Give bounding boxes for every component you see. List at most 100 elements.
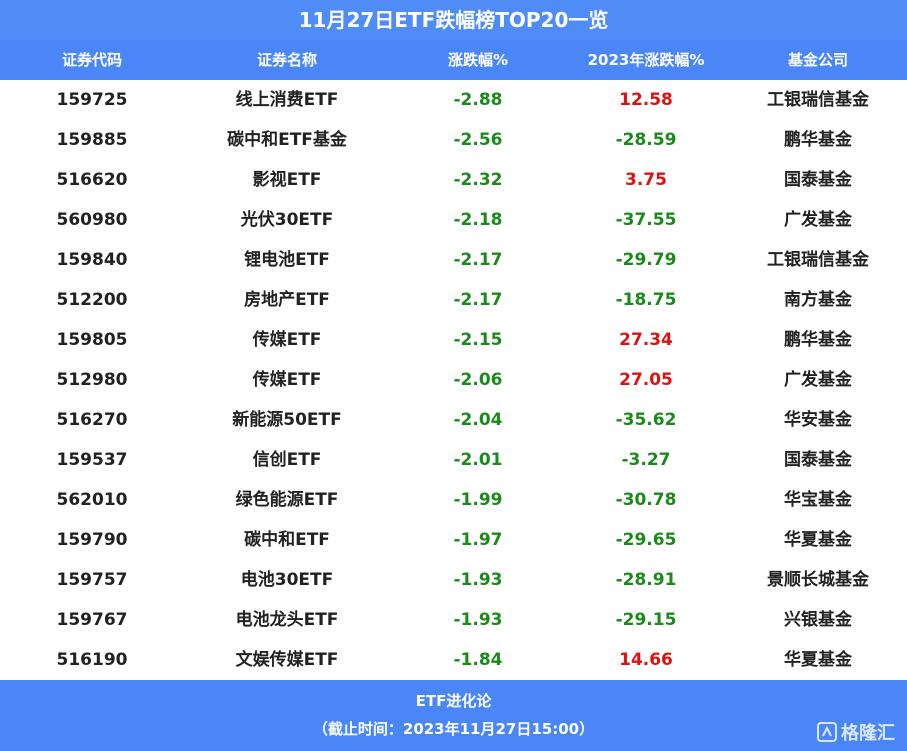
table-cell: 512200 xyxy=(56,290,128,310)
table-cell: -3.27 xyxy=(621,450,671,470)
table-cell: 电池龙头ETF xyxy=(235,610,339,630)
table-cell: 27.05 xyxy=(619,370,673,390)
table-cell: 文娱传媒ETF xyxy=(235,650,339,670)
table-cell: 3.75 xyxy=(625,170,667,190)
table-cell: 华夏基金 xyxy=(784,530,852,550)
table-row: 159840 锂电池ETF -2.17 -29.79 工银瑞信基金 xyxy=(0,240,907,280)
table-cell: 国泰基金 xyxy=(784,170,852,190)
column-header: 证券代码 xyxy=(61,51,122,69)
table-cell: -30.78 xyxy=(615,490,677,510)
table-row: 516190 文娱传媒ETF -1.84 14.66 华夏基金 xyxy=(0,640,907,680)
table-cell: -1.99 xyxy=(453,490,503,510)
column-header: 涨跌幅% xyxy=(447,51,509,69)
table-row: 560980 光伏30ETF -2.18 -37.55 广发基金 xyxy=(0,200,907,240)
table-cell: 兴银基金 xyxy=(784,610,852,630)
table-cell: 12.58 xyxy=(619,90,673,110)
table-cell: 线上消费ETF xyxy=(235,90,339,110)
footer-source: ETF进化论 xyxy=(415,692,492,710)
table-cell: -2.06 xyxy=(453,370,503,390)
table-cell: 159840 xyxy=(56,250,128,270)
table-cell: 159805 xyxy=(56,330,128,350)
table-row: 159757 电池30ETF -1.93 -28.91 景顺长城基金 xyxy=(0,560,907,600)
table-cell: -2.88 xyxy=(453,90,503,110)
table-cell: 景顺长城基金 xyxy=(767,570,869,590)
table-cell: -2.04 xyxy=(453,410,503,430)
table-row: 159767 电池龙头ETF -1.93 -29.15 兴银基金 xyxy=(0,600,907,640)
column-header: 2023年涨跌幅% xyxy=(587,51,705,69)
table-cell: 电池30ETF xyxy=(240,570,334,590)
table-cell: -1.93 xyxy=(453,570,503,590)
table-cell: 560980 xyxy=(56,210,128,230)
table-cell: -35.62 xyxy=(615,410,677,430)
table-cell: -1.93 xyxy=(453,610,503,630)
table-cell: 房地产ETF xyxy=(244,290,330,310)
table-cell: 国泰基金 xyxy=(784,450,852,470)
table-cell: -2.18 xyxy=(453,210,503,230)
table-row: 159790 碳中和ETF -1.97 -29.65 华夏基金 xyxy=(0,520,907,560)
table-cell: 512980 xyxy=(56,370,128,390)
table-row: 159725 线上消费ETF -2.88 12.58 工银瑞信基金 xyxy=(0,80,907,120)
table-cell: 516190 xyxy=(56,650,128,670)
table-cell: 影视ETF xyxy=(252,170,322,190)
table-cell: -29.65 xyxy=(615,530,677,550)
table-cell: -28.59 xyxy=(615,130,677,150)
table-cell: 绿色能源ETF xyxy=(235,490,339,510)
table-row: 159885 碳中和ETF基金 -2.56 -28.59 鹏华基金 xyxy=(0,120,907,160)
table-cell: 新能源50ETF xyxy=(232,410,342,430)
table-cell: 159725 xyxy=(56,90,128,110)
table-cell: 27.34 xyxy=(619,330,673,350)
footer-note: （截止时间：2023年11月27日15:00） xyxy=(312,720,595,738)
watermark: 格隆汇 xyxy=(817,719,895,745)
table-cell: -2.32 xyxy=(453,170,503,190)
table-cell: 159885 xyxy=(56,130,128,150)
table-cell: 碳中和ETF xyxy=(244,530,330,550)
table-row: 512980 传媒ETF -2.06 27.05 广发基金 xyxy=(0,360,907,400)
table-cell: 广发基金 xyxy=(784,210,852,230)
table-cell: -1.84 xyxy=(453,650,503,670)
table-cell: 工银瑞信基金 xyxy=(767,250,869,270)
table-row: 516620 影视ETF -2.32 3.75 国泰基金 xyxy=(0,160,907,200)
watermark-logo xyxy=(817,722,837,742)
table-cell: 159537 xyxy=(56,450,128,470)
column-header: 基金公司 xyxy=(787,51,848,69)
table-cell: 516270 xyxy=(56,410,128,430)
table-cell: 光伏30ETF xyxy=(240,210,334,230)
table-cell: 南方基金 xyxy=(784,290,852,310)
table-row: 516270 新能源50ETF -2.04 -35.62 华安基金 xyxy=(0,400,907,440)
table-cell: 鹏华基金 xyxy=(784,330,852,350)
table-cell: 信创ETF xyxy=(252,450,322,470)
table-cell: -29.15 xyxy=(615,610,677,630)
table-cell: 锂电池ETF xyxy=(244,250,330,270)
table-cell: -28.91 xyxy=(615,570,677,590)
table-row: 159805 传媒ETF -2.15 27.34 鹏华基金 xyxy=(0,320,907,360)
table-cell: -37.55 xyxy=(615,210,677,230)
table-cell: 516620 xyxy=(56,170,128,190)
table-cell: -2.56 xyxy=(453,130,503,150)
footer: ETF进化论 （截止时间：2023年11月27日15:00） 格隆汇 xyxy=(0,680,907,751)
column-header: 证券名称 xyxy=(256,51,317,69)
table-cell: 碳中和ETF基金 xyxy=(227,130,347,150)
table-cell: 华宝基金 xyxy=(784,490,852,510)
table-cell: 159757 xyxy=(56,570,128,590)
table-cell: 工银瑞信基金 xyxy=(767,90,869,110)
table-cell: 159767 xyxy=(56,610,128,630)
table-cell: 14.66 xyxy=(619,650,673,670)
table-cell: -18.75 xyxy=(615,290,677,310)
table-cell: -2.15 xyxy=(453,330,503,350)
table-body: 159725 线上消费ETF -2.88 12.58 工银瑞信基金 159885 碳中和ET… xyxy=(0,80,907,680)
table-row: 159537 信创ETF -2.01 -3.27 国泰基金 xyxy=(0,440,907,480)
table-row: 562010 绿色能源ETF -1.99 -30.78 华宝基金 xyxy=(0,480,907,520)
table-cell: -2.01 xyxy=(453,450,503,470)
table-cell: 562010 xyxy=(56,490,128,510)
table-row: 512200 房地产ETF -2.17 -18.75 南方基金 xyxy=(0,280,907,320)
table-header: 证券代码 证券名称 涨跌幅% 2023年涨跌幅% 基金公司 xyxy=(0,40,907,80)
watermark-text: 格隆汇 xyxy=(841,723,895,744)
table-cell: 传媒ETF xyxy=(252,330,322,350)
table-cell: -1.97 xyxy=(453,530,503,550)
table-cell: 广发基金 xyxy=(784,370,852,390)
title: 11月27日ETF跌幅榜TOP20一览 xyxy=(0,0,907,40)
table-cell: -2.17 xyxy=(453,290,503,310)
table-cell: 传媒ETF xyxy=(252,370,322,390)
table-cell: -2.17 xyxy=(453,250,503,270)
